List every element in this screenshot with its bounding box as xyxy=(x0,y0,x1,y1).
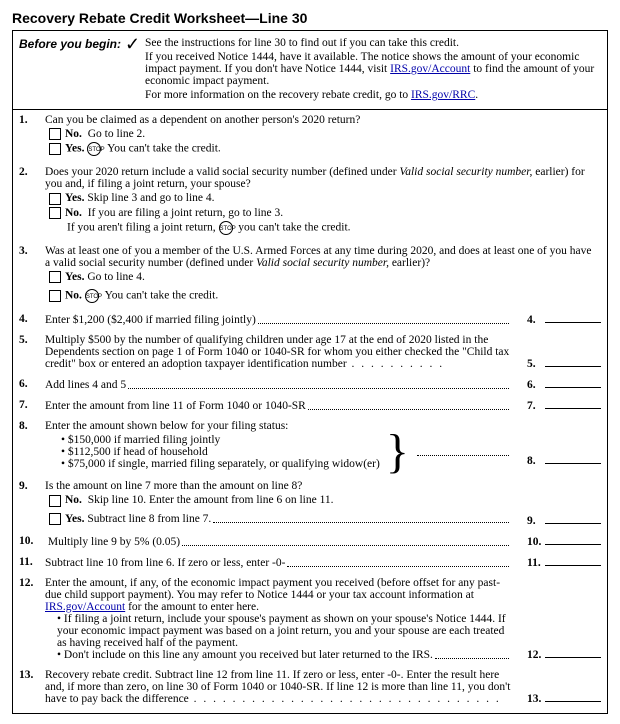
before-you-begin-row: Before you begin: ✓ See the instructions… xyxy=(13,35,607,110)
irs-account-link-2[interactable]: IRS.gov/Account xyxy=(45,601,125,613)
answer-blank[interactable] xyxy=(545,313,601,323)
line-1-question: Can you be claimed as a dependent on ano… xyxy=(45,114,593,126)
line-3-question: Was at least one of you a member of the … xyxy=(45,245,593,269)
line-num: 8. xyxy=(19,420,45,472)
dotted-leader xyxy=(258,315,509,324)
before-p1: See the instructions for line 30 to find… xyxy=(145,37,601,49)
stop-icon: STOP xyxy=(87,142,101,156)
line-num: 11. xyxy=(19,556,45,569)
line-num: 5. xyxy=(19,334,45,370)
checkbox-icon[interactable] xyxy=(49,193,61,205)
worksheet-page: Recovery Rebate Credit Worksheet—Line 30… xyxy=(0,0,620,724)
line-num: 3. xyxy=(19,245,45,305)
line-num: 7. xyxy=(19,399,45,412)
dotted-leader xyxy=(417,447,509,456)
stop-icon: STOP xyxy=(219,221,233,235)
answer-blank[interactable] xyxy=(545,454,601,464)
dotted-leader xyxy=(435,650,509,659)
answer-blank[interactable] xyxy=(545,378,601,388)
line-1: 1. Can you be claimed as a dependent on … xyxy=(13,110,607,162)
line-num: 10. xyxy=(19,535,45,548)
stop-icon: STOP xyxy=(85,289,99,303)
irs-account-link[interactable]: IRS.gov/Account xyxy=(390,63,470,75)
brace-icon: } xyxy=(386,432,409,472)
before-p3: For more information on the recovery reb… xyxy=(145,89,601,101)
line-6: 6. Add lines 4 and 5 6. xyxy=(13,374,607,395)
before-text: See the instructions for line 30 to find… xyxy=(145,37,601,103)
irs-rrc-link[interactable]: IRS.gov/RRC xyxy=(411,89,475,101)
line-13: 13. Recovery rebate credit. Subtract lin… xyxy=(13,665,607,709)
worksheet-title: Recovery Rebate Credit Worksheet—Line 30 xyxy=(12,10,608,26)
line-9: 9. Is the amount on line 7 more than the… xyxy=(13,476,607,530)
answer-blank[interactable] xyxy=(545,357,601,367)
answer-blank[interactable] xyxy=(545,692,601,702)
line-2: 2. Does your 2020 return include a valid… xyxy=(13,162,607,241)
checkbox-icon[interactable] xyxy=(49,271,61,283)
answer-blank[interactable] xyxy=(545,535,601,545)
dotted-leader xyxy=(308,401,509,410)
line-num: 6. xyxy=(19,378,45,391)
checkbox-icon[interactable] xyxy=(49,290,61,302)
line-num: 12. xyxy=(19,577,45,661)
answer-blank[interactable] xyxy=(545,399,601,409)
dotted-leader xyxy=(128,380,509,389)
answer-blank[interactable] xyxy=(545,514,601,524)
checkbox-icon[interactable] xyxy=(49,495,61,507)
line-10: 10. Multiply line 9 by 5% (0.05) 10. xyxy=(13,531,607,552)
worksheet-box: Before you begin: ✓ See the instructions… xyxy=(12,30,608,714)
dotted-leader xyxy=(182,537,509,546)
line-8: 8. Enter the amount shown below for your… xyxy=(13,416,607,476)
line-num: 2. xyxy=(19,166,45,237)
line-4: 4. Enter $1,200 ($2,400 if married filin… xyxy=(13,309,607,330)
dotted-leader xyxy=(213,514,509,523)
line-num: 1. xyxy=(19,114,45,158)
line-2-question: Does your 2020 return include a valid so… xyxy=(45,166,593,190)
checkbox-icon[interactable] xyxy=(49,143,61,155)
line-num: 9. xyxy=(19,480,45,526)
answer-blank[interactable] xyxy=(545,556,601,566)
checkbox-icon[interactable] xyxy=(49,207,61,219)
line-num: 13. xyxy=(19,669,45,705)
line-num: 4. xyxy=(19,313,45,326)
line-11: 11. Subtract line 10 from line 6. If zer… xyxy=(13,552,607,573)
checkbox-icon[interactable] xyxy=(49,128,61,140)
before-p2: If you received Notice 1444, have it ava… xyxy=(145,51,601,87)
line-7: 7. Enter the amount from line 11 of Form… xyxy=(13,395,607,416)
checkmark-icon: ✓ xyxy=(125,37,141,52)
line-12: 12. Enter the amount, if any, of the eco… xyxy=(13,573,607,665)
checkbox-icon[interactable] xyxy=(49,513,61,525)
line-3: 3. Was at least one of you a member of t… xyxy=(13,241,607,309)
line-5: 5. Multiply $500 by the number of qualif… xyxy=(13,330,607,374)
dotted-leader xyxy=(287,558,509,567)
answer-blank[interactable] xyxy=(545,648,601,658)
before-label: Before you begin: xyxy=(19,37,121,51)
